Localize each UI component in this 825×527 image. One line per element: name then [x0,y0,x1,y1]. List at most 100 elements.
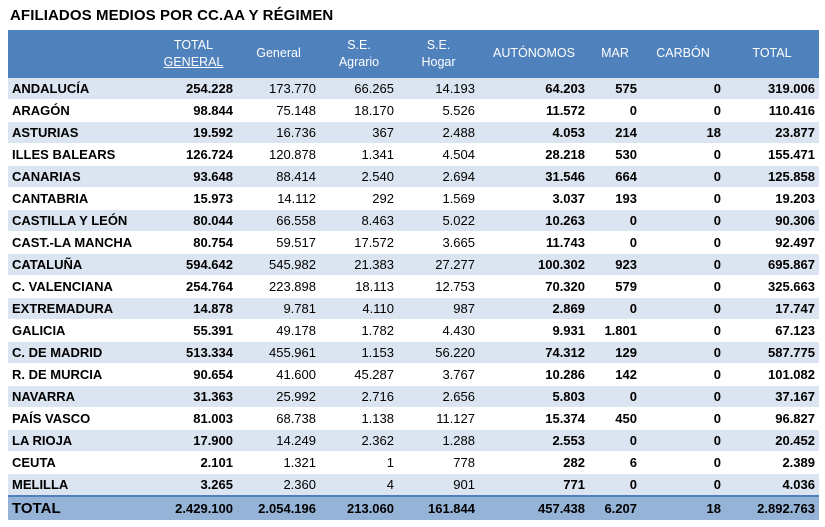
header-mar: MAR [589,30,641,78]
se-hogar-cell: 2.694 [398,165,479,188]
total-cell: 37.167 [725,385,819,408]
se-agrario-cell: 367 [320,121,398,144]
se-agrario-cell: 2.540 [320,165,398,188]
region-cell: GALICIA [8,319,150,342]
header-se-hogar-line2: Hogar [421,54,456,69]
se-agrario-cell: 1.138 [320,407,398,430]
se-agrario-cell: 18.170 [320,99,398,122]
total-cell: 110.416 [725,99,819,122]
table-row: NAVARRA 31.363 25.992 2.716 2.656 5.803 0 0 37.1… [8,385,819,408]
general-cell: 25.992 [237,385,320,408]
se-hogar-cell: 56.220 [398,341,479,364]
autonomos-cell: 74.312 [479,341,589,364]
region-cell: MELILLA [8,473,150,497]
total-cell: 155.471 [725,143,819,166]
general-cell: 66.558 [237,209,320,232]
table-row: PAÍS VASCO 81.003 68.738 1.138 11.127 15.374 4… [8,407,819,430]
region-cell: C. DE MADRID [8,341,150,364]
table-row: EXTREMADURA 14.878 9.781 4.110 987 2.869 0 0 17.… [8,297,819,320]
se-hogar-cell: 11.127 [398,407,479,430]
table-row: LA RIOJA 17.900 14.249 2.362 1.288 2.553 0 0 20.… [8,429,819,452]
total-cell: 92.497 [725,231,819,254]
se-hogar-cell: 4.430 [398,319,479,342]
table-row: C. DE MADRID 513.334 455.961 1.153 56.220 74.… [8,341,819,364]
region-cell: CASTILLA Y LEÓN [8,209,150,232]
general-cell: 14.112 [237,187,320,210]
total-general-cell: 254.764 [150,275,237,298]
total-general-cell: 513.334 [150,341,237,364]
region-cell: CAST.-LA MANCHA [8,231,150,254]
autonomos-cell: 5.803 [479,385,589,408]
total-cell: 96.827 [725,407,819,430]
carbon-cell: 0 [641,275,725,298]
se-agrario-cell: 18.113 [320,275,398,298]
mar-cell: 1.801 [589,319,641,342]
region-cell: CATALUÑA [8,253,150,276]
totals-se-agrario: 213.060 [320,495,398,521]
total-general-cell: 14.878 [150,297,237,320]
mar-cell: 450 [589,407,641,430]
general-cell: 545.982 [237,253,320,276]
se-agrario-cell: 2.716 [320,385,398,408]
table-row: MELILLA 3.265 2.360 4 901 771 0 0 4.036 [8,473,819,497]
mar-cell: 0 [589,99,641,122]
autonomos-cell: 282 [479,451,589,474]
total-general-cell: 81.003 [150,407,237,430]
se-agrario-cell: 1.782 [320,319,398,342]
carbon-cell: 0 [641,341,725,364]
carbon-cell: 0 [641,231,725,254]
general-cell: 223.898 [237,275,320,298]
region-cell: CANTABRIA [8,187,150,210]
totals-carbon: 18 [641,495,725,521]
se-agrario-cell: 4.110 [320,297,398,320]
autonomos-cell: 28.218 [479,143,589,166]
total-cell: 587.775 [725,341,819,364]
total-general-cell: 93.648 [150,165,237,188]
carbon-cell: 0 [641,473,725,497]
totals-se-hogar: 161.844 [398,495,479,521]
header-autonomos: AUTÓNOMOS [479,30,589,78]
autonomos-cell: 9.931 [479,319,589,342]
se-hogar-cell: 3.767 [398,363,479,386]
total-cell: 90.306 [725,209,819,232]
total-cell: 2.389 [725,451,819,474]
se-hogar-cell: 3.665 [398,231,479,254]
se-agrario-cell: 292 [320,187,398,210]
se-hogar-cell: 5.022 [398,209,479,232]
carbon-cell: 0 [641,363,725,386]
autonomos-cell: 70.320 [479,275,589,298]
total-general-cell: 55.391 [150,319,237,342]
autonomos-cell: 64.203 [479,77,589,100]
total-general-cell: 80.754 [150,231,237,254]
total-cell: 695.867 [725,253,819,276]
se-hogar-cell: 901 [398,473,479,497]
autonomos-cell: 11.743 [479,231,589,254]
general-cell: 173.770 [237,77,320,100]
totals-label: TOTAL [8,495,150,521]
totals-total: 2.892.763 [725,495,819,521]
total-general-cell: 254.228 [150,77,237,100]
table-row: CATALUÑA 594.642 545.982 21.383 27.277 100.30… [8,253,819,276]
region-cell: ASTURIAS [8,121,150,144]
general-cell: 455.961 [237,341,320,364]
header-se-agrario-line1: S.E. [347,37,371,52]
total-general-cell: 17.900 [150,429,237,452]
se-hogar-cell: 14.193 [398,77,479,100]
general-cell: 41.600 [237,363,320,386]
mar-cell: 214 [589,121,641,144]
mar-cell: 193 [589,187,641,210]
autonomos-cell: 31.546 [479,165,589,188]
header-carbon: CARBÓN [641,30,725,78]
table-row: C. VALENCIANA 254.764 223.898 18.113 12.753 7… [8,275,819,298]
total-cell: 101.082 [725,363,819,386]
autonomos-cell: 11.572 [479,99,589,122]
total-cell: 17.747 [725,297,819,320]
header-se-agrario: S.E. Agrario [320,30,398,78]
general-cell: 14.249 [237,429,320,452]
mar-cell: 0 [589,385,641,408]
mar-cell: 0 [589,473,641,497]
se-agrario-cell: 45.287 [320,363,398,386]
mar-cell: 664 [589,165,641,188]
mar-cell: 129 [589,341,641,364]
header-total: TOTAL [725,30,819,78]
